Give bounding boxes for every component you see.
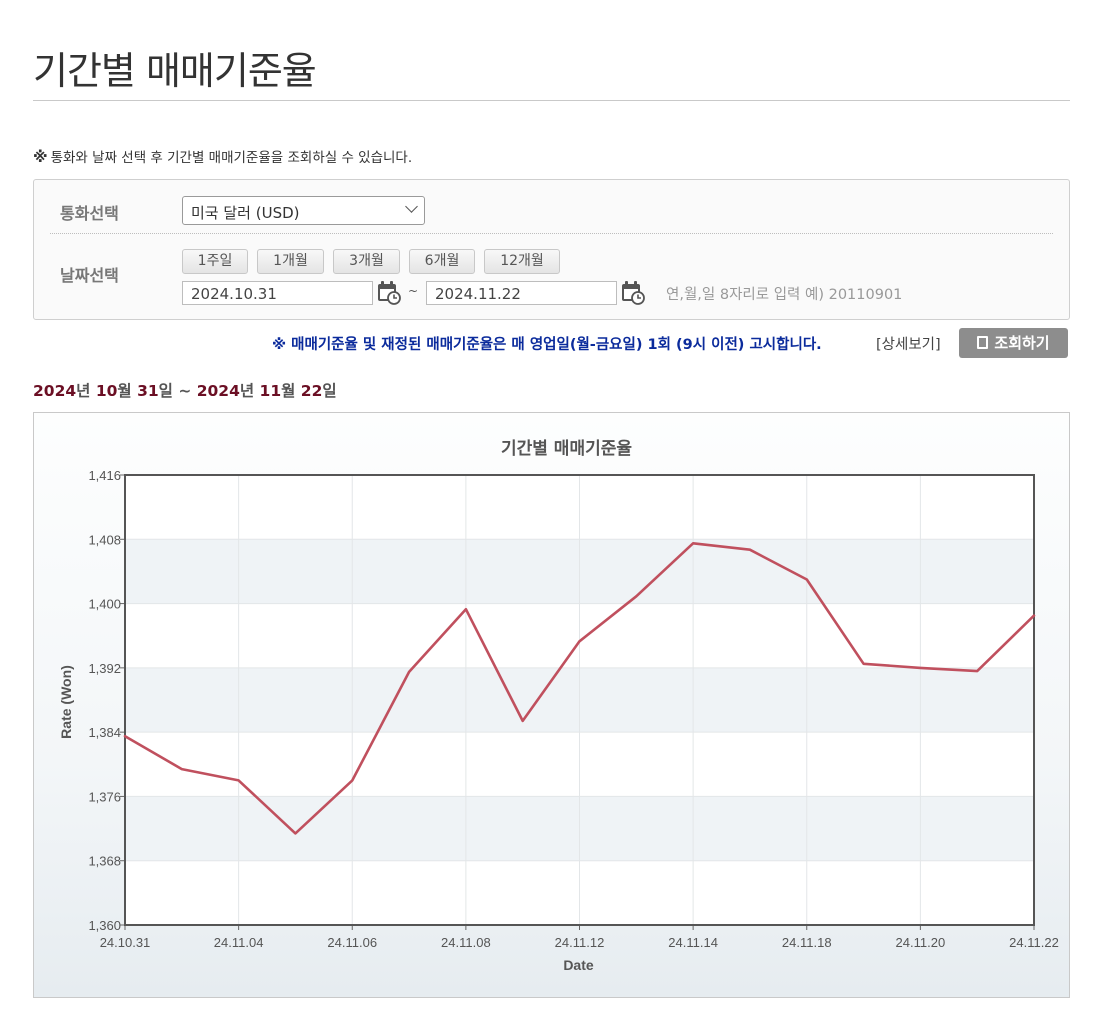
period-button-12month[interactable]: 12개월 <box>484 249 560 274</box>
currency-select[interactable]: 미국 달러 (USD) <box>182 196 425 225</box>
x-tick-label: 24.11.08 <box>441 935 491 950</box>
search-panel: 통화선택 미국 달러 (USD) 날짜선택 1주일 1개월 3개월 6개월 12… <box>33 179 1070 320</box>
title-divider <box>33 100 1070 101</box>
calendar-icon[interactable] <box>620 279 646 305</box>
y-tick-label: 1,376 <box>88 789 121 804</box>
y-tick-label: 1,360 <box>88 918 121 933</box>
end-date-input[interactable]: 2024.11.22 <box>426 281 617 305</box>
range-end-year: 2024 <box>196 382 240 400</box>
range-end-day: 22 <box>300 382 323 400</box>
date-label: 날짜선택 <box>60 266 119 285</box>
notice: ※ 통화와 날짜 선택 후 기간별 매매기준율을 조회하실 수 있습니다. <box>33 146 412 166</box>
range-month-unit: 월 <box>117 382 132 400</box>
period-button-6month[interactable]: 6개월 <box>409 249 475 274</box>
notice-text: 통화와 날짜 선택 후 기간별 매매기준율을 조회하실 수 있습니다. <box>50 150 413 166</box>
notice-mark: ※ <box>33 148 48 166</box>
plot-border <box>124 474 1035 926</box>
y-tick-label: 1,416 <box>88 468 121 483</box>
y-tick-label: 1,408 <box>88 532 121 547</box>
currency-label: 통화선택 <box>60 204 119 223</box>
x-tick-label: 24.11.14 <box>668 935 718 950</box>
x-axis-label: Date <box>563 957 594 973</box>
chevron-down-icon <box>405 200 418 213</box>
range-start-day: 31 <box>137 382 159 400</box>
query-button-label: 조회하기 <box>994 334 1050 352</box>
range-start-month: 10 <box>95 382 118 400</box>
x-tick-label: 24.11.04 <box>214 935 264 950</box>
x-tick-label: 24.11.18 <box>782 935 832 950</box>
x-tick-label: 24.11.22 <box>1009 935 1059 950</box>
x-tick-label: 24.11.06 <box>327 935 377 950</box>
chart-panel: 1,360 1,368 1,376 1,384 1,392 1,400 1,408 1,416… <box>33 412 1070 998</box>
series-line <box>123 542 1036 835</box>
row-divider <box>50 233 1053 234</box>
y-tick-label: 1,392 <box>88 661 121 676</box>
x-tick-label: 24.11.20 <box>896 935 946 950</box>
range-start-year: 2024 <box>33 382 77 400</box>
period-button-1week[interactable]: 1주일 <box>182 249 248 274</box>
date-separator: ~ <box>408 284 419 298</box>
range-separator: ~ <box>178 382 192 400</box>
period-button-3month[interactable]: 3개월 <box>333 249 400 274</box>
range-end-month: 11 <box>259 382 282 400</box>
date-format-hint: 연,월,일 8자리로 입력 예) 20110901 <box>666 287 903 303</box>
y-axis-label: Rate (Won) <box>58 665 74 739</box>
range-year-unit: 년 <box>76 382 91 400</box>
range-day-unit: 일 <box>322 382 337 400</box>
x-tick-label: 24.11.12 <box>555 935 605 950</box>
y-tick-label: 1,368 <box>88 854 121 869</box>
y-tick-label: 1,400 <box>88 597 121 612</box>
y-tick-label: 1,384 <box>88 725 121 740</box>
query-button[interactable]: 조회하기 <box>959 328 1068 358</box>
range-month-unit: 월 <box>281 382 296 400</box>
date-range-heading: 2024년 10월 31일 ~ 2024년 11월 22일 <box>33 379 337 401</box>
start-date-input[interactable]: 2024.10.31 <box>182 281 373 305</box>
range-day-unit: 일 <box>158 382 173 400</box>
document-icon <box>977 336 989 349</box>
chart-title: 기간별 매매기준율 <box>501 439 632 459</box>
publication-notice: ※ 매매기준율 및 재정된 매매기준율은 매 영업일(월-금요일) 1회 (9시… <box>272 337 822 353</box>
calendar-icon[interactable] <box>376 279 402 305</box>
rate-chart: 1,360 1,368 1,376 1,384 1,392 1,400 1,408 1,416… <box>58 439 1059 973</box>
period-button-1month[interactable]: 1개월 <box>257 249 324 274</box>
x-tick-label: 24.10.31 <box>100 935 151 950</box>
detail-link[interactable]: [상세보기] <box>876 337 941 353</box>
range-year-unit: 년 <box>239 382 255 400</box>
currency-select-value: 미국 달러 (USD) <box>191 204 300 222</box>
page-title: 기간별 매매기준율 <box>33 49 317 93</box>
